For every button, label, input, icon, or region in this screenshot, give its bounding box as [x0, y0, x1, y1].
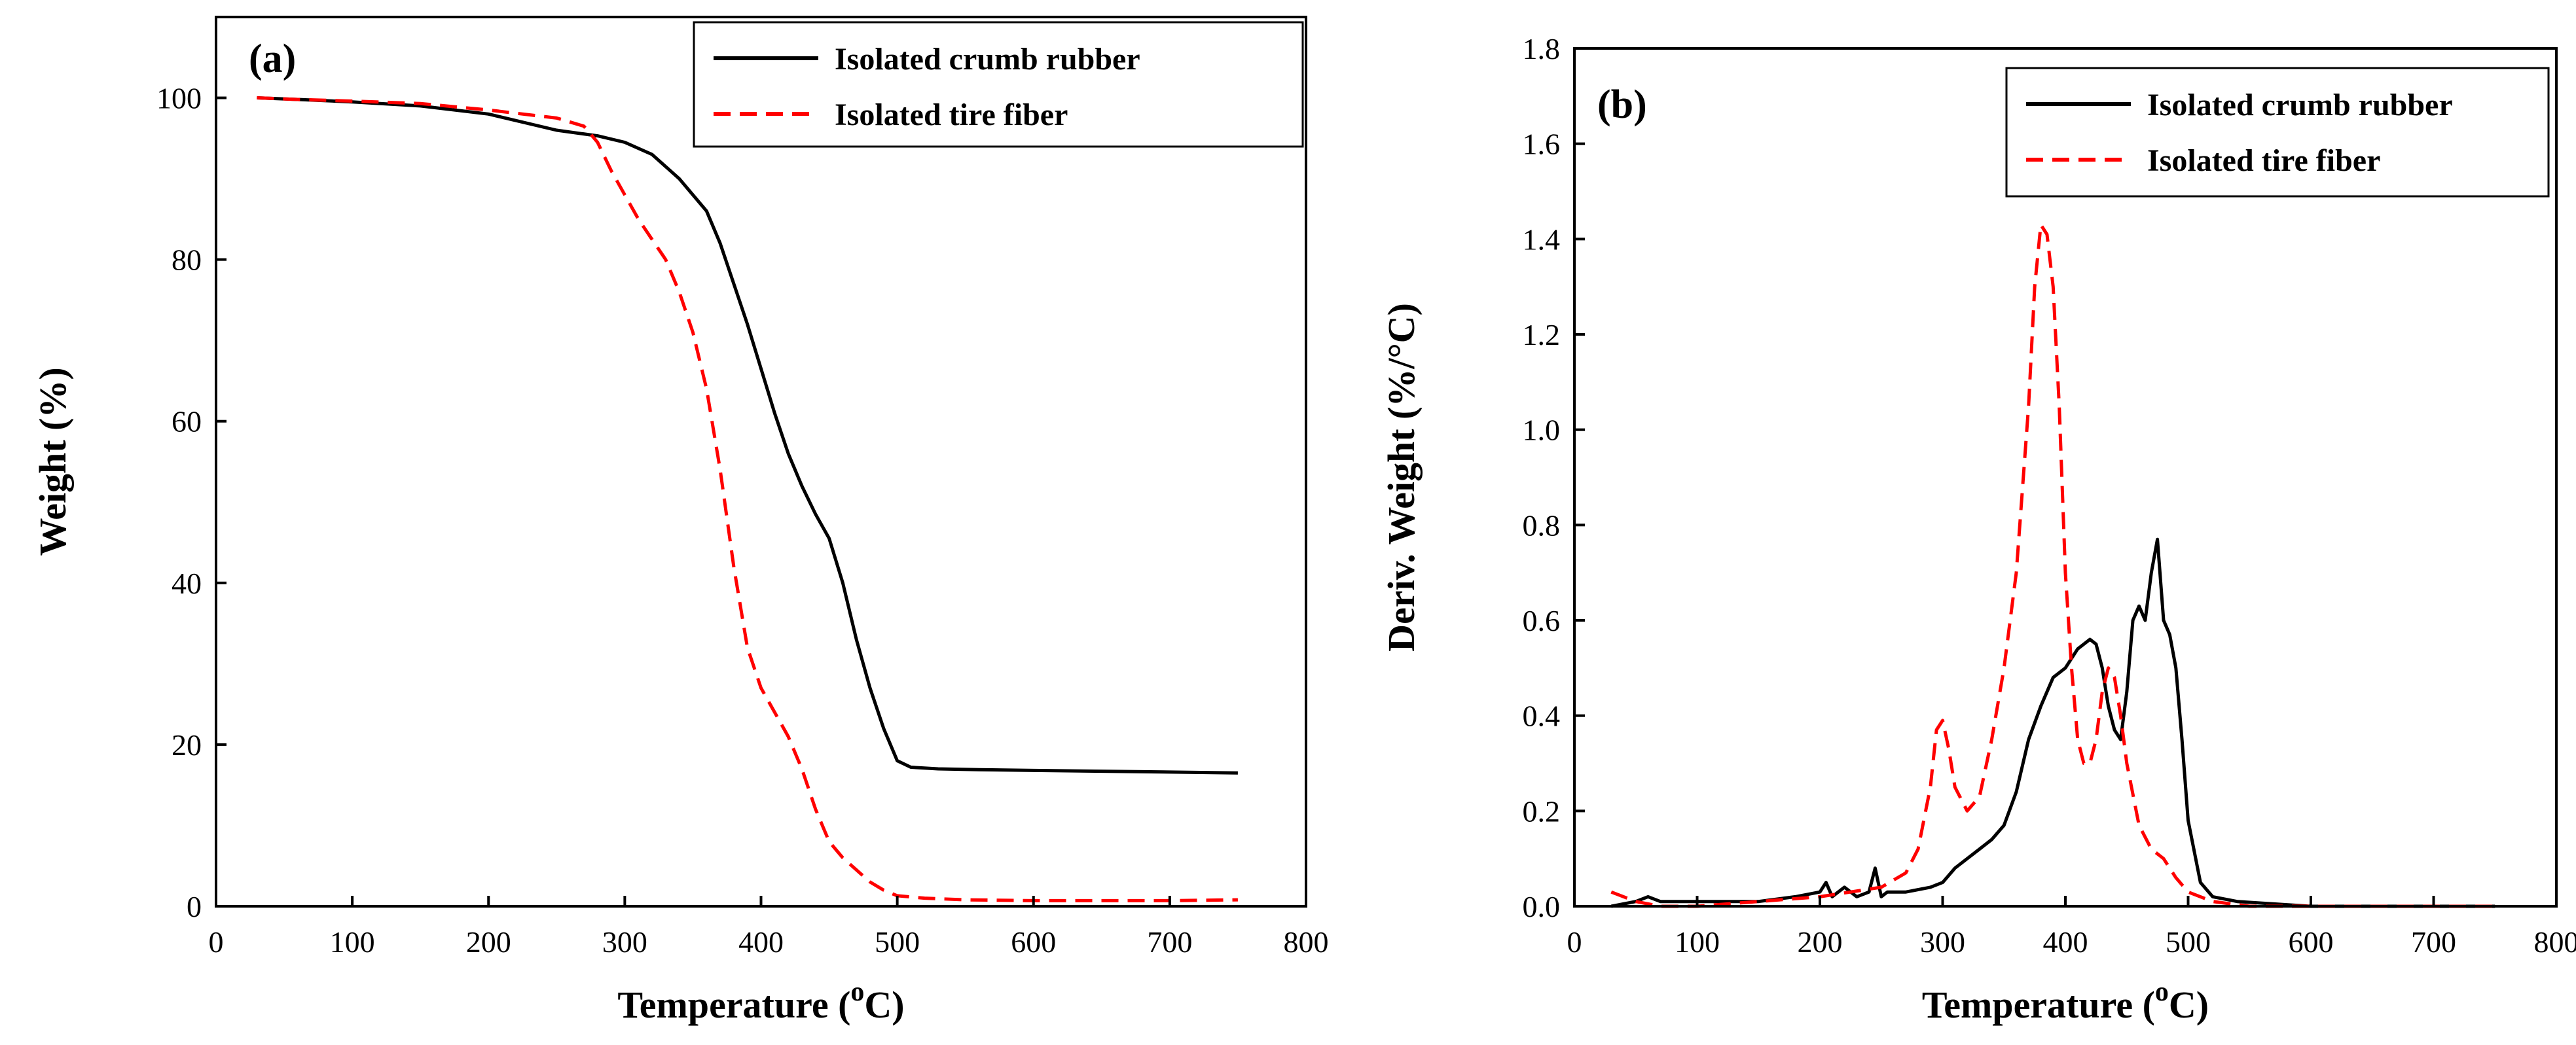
panel-a-x-axis-title-main: Temperature ( [617, 983, 850, 1026]
panel-b-x-axis-title-superscript: o [2155, 977, 2169, 1007]
panel-a-x-axis-title-superscript: o [850, 977, 864, 1007]
pb-y-tick-label: 1.8 [1523, 32, 1561, 65]
pa-series-crumb-rubber-line [257, 96, 1238, 775]
pb-y-tick-label: 0.6 [1523, 604, 1561, 637]
panel-b-series [1610, 223, 2495, 908]
panel-a-legend-label-crumb-rubber: Isolated crumb rubber [835, 42, 1140, 77]
pa-y-tick-label: 0 [187, 890, 202, 923]
pb-x-tick-label: 600 [2289, 925, 2334, 959]
panel-b-label: (b) [1597, 82, 1647, 127]
panel-a-legend-box [693, 21, 1304, 148]
pa-x-tick-label: 500 [875, 925, 920, 959]
pb-y-tick-label: 0.4 [1523, 700, 1561, 733]
panel-b-legend-label-crumb-rubber: Isolated crumb rubber [2147, 88, 2453, 122]
pb-x-tick-label: 300 [1920, 925, 1965, 959]
pb-x-tick-label: 200 [1798, 925, 1843, 959]
pa-series-tire-fiber-line [257, 96, 1238, 902]
panel-b-ticks: 0 100 200 300 400 500 600 700 800 0.0 0.2 0.4 0.6 0.8… [1523, 32, 2576, 959]
pa-x-tick-label: 200 [466, 925, 511, 959]
pb-x-tick-label: 800 [2534, 925, 2576, 959]
panel-b-legend-box [2005, 67, 2550, 198]
panel-b-x-axis-title-unit: C) [2169, 983, 2209, 1026]
pb-y-tick-label: 0.2 [1523, 794, 1561, 828]
pa-y-tick-label: 80 [172, 243, 202, 277]
pb-series-crumb-rubber-line [1610, 537, 2495, 908]
panel-a-legend-label-tire-fiber: Isolated tire fiber [835, 97, 1068, 132]
panel-a-y-axis-title: Weight (%) [31, 367, 74, 556]
pb-x-tick-label: 700 [2411, 925, 2456, 959]
panel-a-x-axis-title: Temperature (oC) [617, 977, 904, 1026]
pb-x-tick-label: 500 [2166, 925, 2211, 959]
panel-b-legend: Isolated crumb rubber Isolated tire fibe… [2005, 67, 2550, 198]
pb-x-tick-label: 400 [2043, 925, 2088, 959]
panel-a-label: (a) [249, 37, 296, 81]
pb-y-tick-label: 0.0 [1523, 890, 1561, 923]
pa-y-tick-label: 20 [172, 728, 202, 762]
pb-x-tick-label: 0 [1567, 925, 1582, 959]
pa-x-tick-label: 0 [209, 925, 224, 959]
panel-a-ticks: 0 100 200 300 400 500 600 700 800 0 20 40 60 80 100 [156, 82, 1329, 959]
pa-y-tick-label: 60 [172, 405, 202, 438]
panel-b-dtg-chart: 0 100 200 300 400 500 600 700 800 0.0 0.2 0.4 0.6 0.8… [1380, 32, 2576, 1026]
pb-y-tick-label: 0.8 [1523, 508, 1561, 542]
pa-x-tick-label: 400 [738, 925, 784, 959]
pa-y-tick-label: 40 [172, 567, 202, 600]
panel-b-y-axis-title: Deriv. Weight (%/°C) [1380, 303, 1423, 652]
pb-series-tire-fiber-line [1610, 223, 2495, 908]
panel-b-x-axis-title: Temperature (oC) [1922, 977, 2209, 1026]
pa-x-tick-label: 100 [330, 925, 375, 959]
panel-b-legend-label-tire-fiber: Isolated tire fiber [2147, 143, 2380, 178]
pa-y-tick-label: 100 [156, 82, 202, 115]
pa-x-tick-label: 300 [602, 925, 647, 959]
pb-y-tick-label: 1.6 [1523, 128, 1561, 161]
pb-y-tick-label: 1.0 [1523, 414, 1561, 447]
panel-a-tga-chart: 0 100 200 300 400 500 600 700 800 0 20 40 60 80 100 (a… [31, 16, 1329, 1026]
pa-x-tick-label: 700 [1147, 925, 1192, 959]
pa-x-tick-label: 800 [1284, 925, 1329, 959]
panel-a-legend: Isolated crumb rubber Isolated tire fibe… [693, 21, 1304, 148]
pb-y-tick-label: 1.2 [1523, 318, 1561, 351]
pb-y-tick-label: 1.4 [1523, 222, 1561, 256]
panel-a-series [257, 96, 1238, 902]
pa-x-tick-label: 600 [1011, 925, 1056, 959]
pb-x-tick-label: 100 [1675, 925, 1720, 959]
panel-a-x-axis-title-unit: C) [864, 983, 904, 1026]
panel-b-x-axis-title-main: Temperature ( [1922, 983, 2155, 1026]
